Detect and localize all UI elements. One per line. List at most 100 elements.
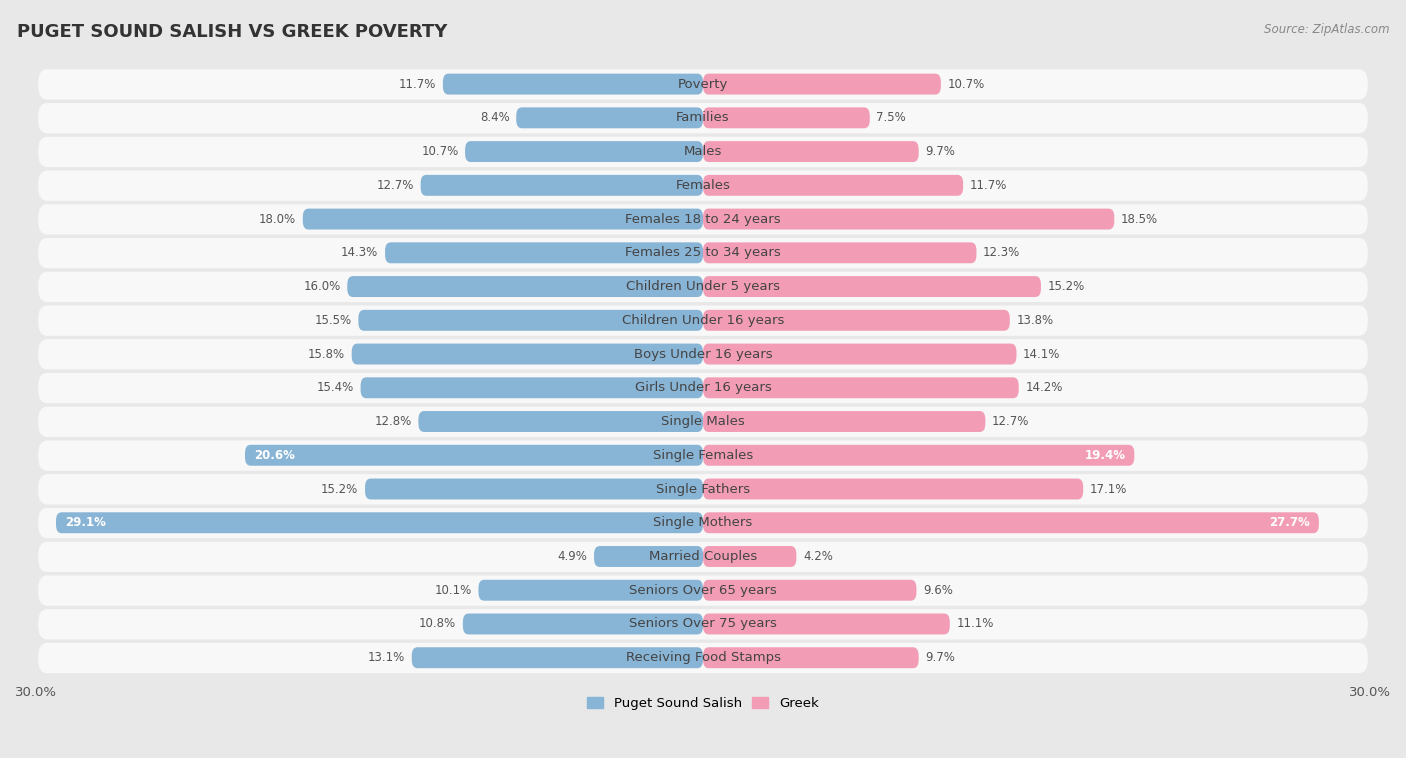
FancyBboxPatch shape [703,108,870,128]
FancyBboxPatch shape [385,243,703,263]
Text: 18.0%: 18.0% [259,212,297,226]
Text: 20.6%: 20.6% [254,449,295,462]
Text: 15.5%: 15.5% [315,314,352,327]
FancyBboxPatch shape [703,208,1115,230]
Text: 15.8%: 15.8% [308,347,344,361]
FancyBboxPatch shape [516,108,703,128]
Text: Married Couples: Married Couples [650,550,756,563]
FancyBboxPatch shape [38,238,1368,268]
Text: 9.7%: 9.7% [925,145,955,158]
Text: Girls Under 16 years: Girls Under 16 years [634,381,772,394]
Text: 9.7%: 9.7% [925,651,955,664]
FancyBboxPatch shape [38,339,1368,370]
Text: 14.2%: 14.2% [1025,381,1063,394]
FancyBboxPatch shape [595,546,703,567]
FancyBboxPatch shape [465,141,703,162]
FancyBboxPatch shape [302,208,703,230]
FancyBboxPatch shape [703,647,918,669]
FancyBboxPatch shape [38,271,1368,302]
FancyBboxPatch shape [38,373,1368,403]
Text: 15.2%: 15.2% [321,483,359,496]
Text: Females 25 to 34 years: Females 25 to 34 years [626,246,780,259]
FancyBboxPatch shape [703,613,950,634]
Text: Males: Males [683,145,723,158]
FancyBboxPatch shape [703,478,1083,500]
FancyBboxPatch shape [347,276,703,297]
FancyBboxPatch shape [38,643,1368,673]
Text: Single Males: Single Males [661,415,745,428]
FancyBboxPatch shape [56,512,703,533]
FancyBboxPatch shape [38,69,1368,99]
Text: 4.9%: 4.9% [558,550,588,563]
FancyBboxPatch shape [703,175,963,196]
Text: 12.7%: 12.7% [993,415,1029,428]
FancyBboxPatch shape [38,440,1368,471]
Text: 17.1%: 17.1% [1090,483,1128,496]
FancyBboxPatch shape [359,310,703,330]
Text: Source: ZipAtlas.com: Source: ZipAtlas.com [1264,23,1389,36]
Text: 10.7%: 10.7% [948,77,984,91]
Text: 16.0%: 16.0% [304,280,340,293]
Text: 11.7%: 11.7% [970,179,1007,192]
FancyBboxPatch shape [703,74,941,95]
FancyBboxPatch shape [38,475,1368,505]
FancyBboxPatch shape [38,171,1368,201]
FancyBboxPatch shape [360,377,703,398]
FancyBboxPatch shape [703,580,917,600]
FancyBboxPatch shape [38,407,1368,437]
Legend: Puget Sound Salish, Greek: Puget Sound Salish, Greek [582,691,824,715]
FancyBboxPatch shape [38,103,1368,133]
FancyBboxPatch shape [703,411,986,432]
Text: 11.7%: 11.7% [399,77,436,91]
Text: 12.7%: 12.7% [377,179,413,192]
Text: Females 18 to 24 years: Females 18 to 24 years [626,212,780,226]
Text: 12.3%: 12.3% [983,246,1021,259]
Text: Single Females: Single Females [652,449,754,462]
Text: 10.8%: 10.8% [419,618,456,631]
Text: 10.7%: 10.7% [422,145,458,158]
Text: Boys Under 16 years: Boys Under 16 years [634,347,772,361]
FancyBboxPatch shape [703,343,1017,365]
FancyBboxPatch shape [703,546,796,567]
Text: 13.1%: 13.1% [368,651,405,664]
FancyBboxPatch shape [703,377,1019,398]
Text: Poverty: Poverty [678,77,728,91]
Text: 8.4%: 8.4% [479,111,509,124]
Text: 14.1%: 14.1% [1024,347,1060,361]
FancyBboxPatch shape [703,310,1010,330]
Text: 11.1%: 11.1% [956,618,994,631]
FancyBboxPatch shape [703,141,918,162]
FancyBboxPatch shape [703,276,1040,297]
Text: 15.2%: 15.2% [1047,280,1085,293]
Text: Females: Females [675,179,731,192]
Text: 29.1%: 29.1% [65,516,105,529]
Text: Receiving Food Stamps: Receiving Food Stamps [626,651,780,664]
Text: 18.5%: 18.5% [1121,212,1159,226]
FancyBboxPatch shape [245,445,703,465]
Text: 12.8%: 12.8% [374,415,412,428]
Text: Seniors Over 65 years: Seniors Over 65 years [628,584,778,597]
Text: 10.1%: 10.1% [434,584,472,597]
Text: Single Fathers: Single Fathers [657,483,749,496]
Text: Children Under 5 years: Children Under 5 years [626,280,780,293]
FancyBboxPatch shape [443,74,703,95]
FancyBboxPatch shape [703,512,1319,533]
Text: 14.3%: 14.3% [342,246,378,259]
Text: Families: Families [676,111,730,124]
Text: 19.4%: 19.4% [1084,449,1125,462]
FancyBboxPatch shape [352,343,703,365]
Text: PUGET SOUND SALISH VS GREEK POVERTY: PUGET SOUND SALISH VS GREEK POVERTY [17,23,447,41]
FancyBboxPatch shape [478,580,703,600]
FancyBboxPatch shape [38,508,1368,538]
FancyBboxPatch shape [366,478,703,500]
Text: 7.5%: 7.5% [876,111,907,124]
Text: 27.7%: 27.7% [1270,516,1310,529]
FancyBboxPatch shape [38,136,1368,167]
FancyBboxPatch shape [420,175,703,196]
Text: 13.8%: 13.8% [1017,314,1053,327]
Text: Seniors Over 75 years: Seniors Over 75 years [628,618,778,631]
Text: 9.6%: 9.6% [924,584,953,597]
FancyBboxPatch shape [38,305,1368,336]
Text: 4.2%: 4.2% [803,550,832,563]
Text: Single Mothers: Single Mothers [654,516,752,529]
